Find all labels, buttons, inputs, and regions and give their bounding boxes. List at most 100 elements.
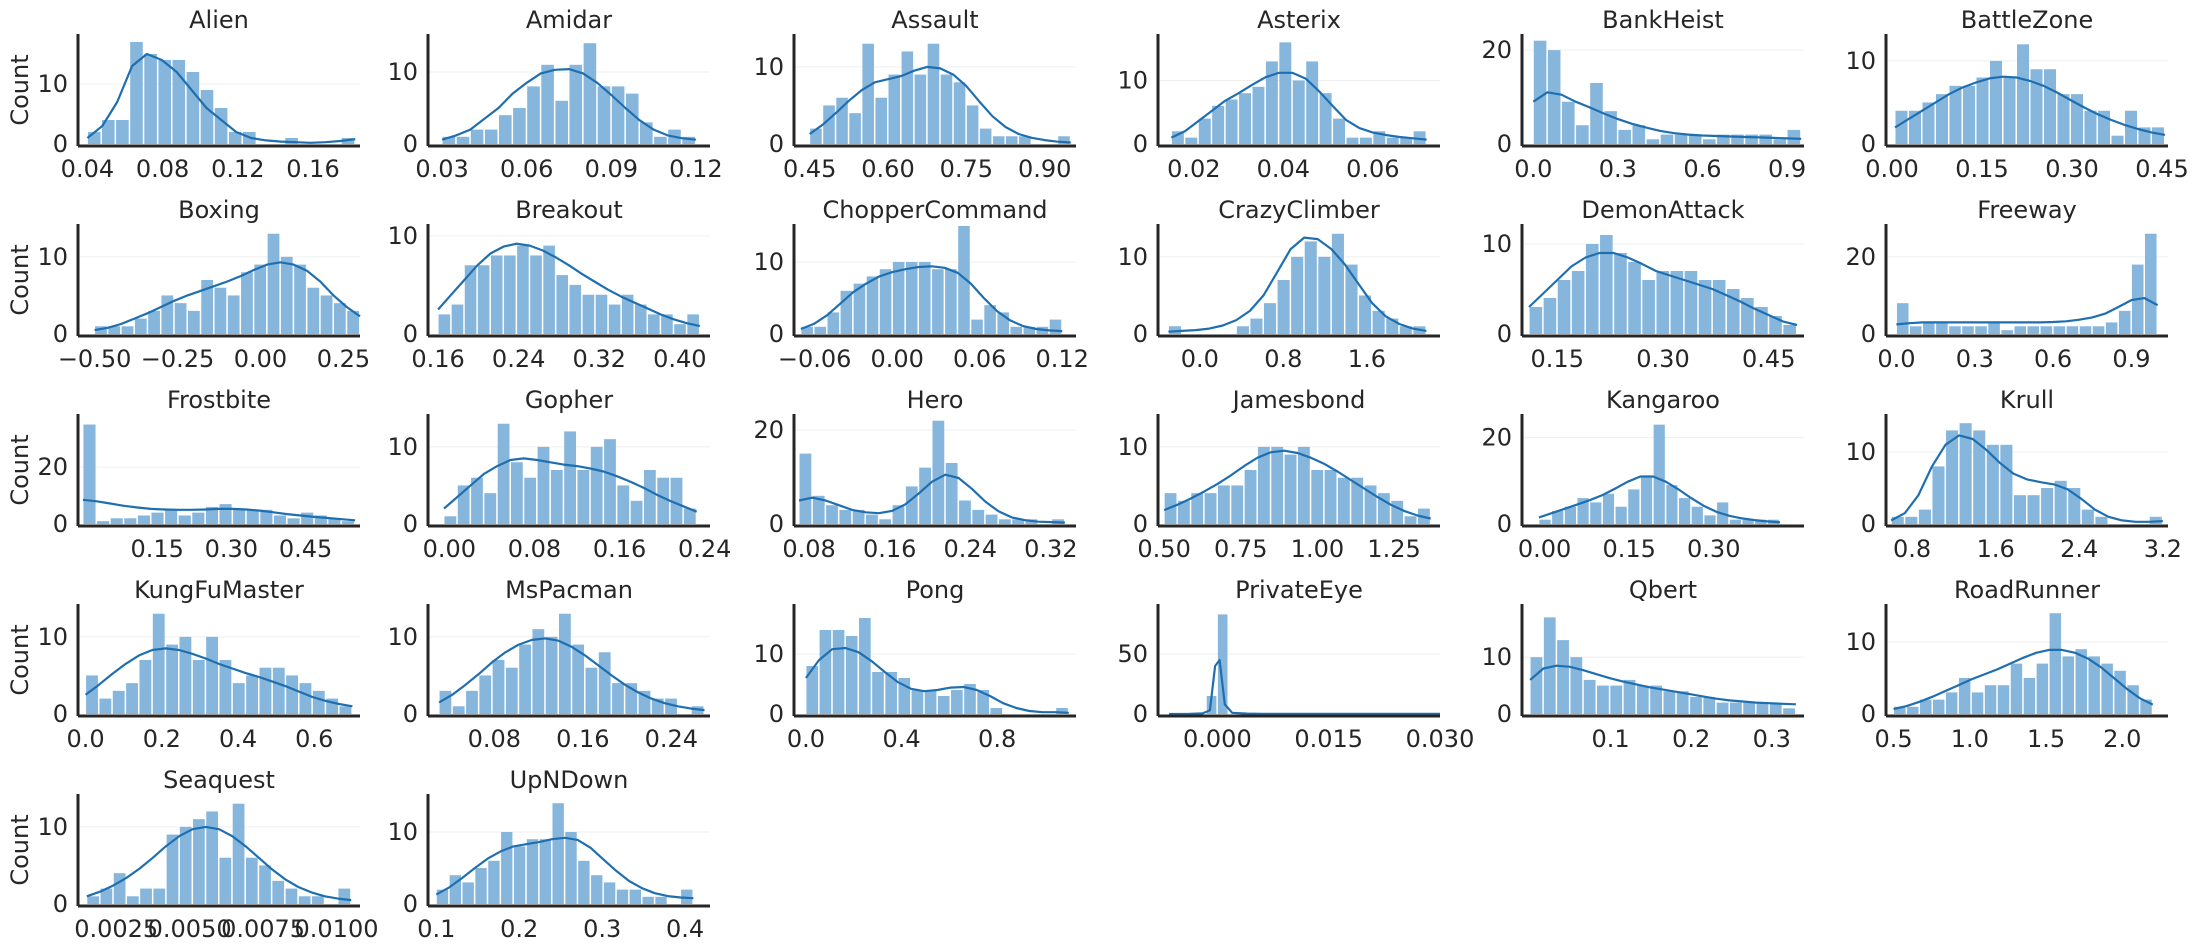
- histogram-bar: [1006, 136, 1018, 144]
- histogram-bar: [885, 672, 897, 714]
- histogram-bar: [444, 516, 457, 524]
- x-tick-label: 0.9: [2112, 345, 2150, 373]
- histogram-bar: [839, 509, 852, 524]
- histogram-bar: [849, 113, 861, 144]
- y-axis-label: Count: [6, 434, 34, 505]
- subplot-crazyclimber: CrazyClimber 0 10 0.0 0.8 1.6: [1117, 196, 1440, 373]
- histogram-bar: [179, 636, 192, 714]
- histogram-bar: [1759, 134, 1772, 144]
- histogram-bar: [97, 521, 110, 524]
- x-tick-label: 0.1: [1592, 725, 1630, 753]
- y-tick-label: 10: [753, 640, 784, 668]
- histogram-bar: [625, 93, 639, 144]
- histogram-bar: [859, 618, 871, 714]
- subplot-upndown: UpNDown 0 10 0.1 0.2 0.3 0.4: [387, 766, 710, 943]
- histogram-bar: [998, 519, 1011, 524]
- histogram-bar: [655, 896, 667, 904]
- x-tick-label: 0.24: [492, 345, 545, 373]
- histogram-bar: [254, 264, 267, 334]
- histogram-bar: [326, 698, 339, 714]
- histogram-bar: [312, 690, 325, 714]
- histogram-bar: [1533, 40, 1547, 145]
- histogram-bar: [1373, 131, 1386, 144]
- histogram-bar: [1787, 129, 1801, 144]
- histogram-bar: [280, 256, 293, 334]
- histogram-bar: [1946, 430, 1959, 524]
- histogram-bar: [979, 128, 992, 144]
- histogram-bar: [642, 896, 654, 904]
- subplot-breakout: Breakout 0 10 0.16 0.24 0.32 0.40: [387, 196, 710, 373]
- histogram-bar: [1561, 101, 1575, 144]
- x-tick-label: 0.16: [411, 345, 464, 373]
- histogram-bar: [670, 477, 683, 524]
- histogram-bar: [1318, 256, 1331, 334]
- histogram-bar: [1663, 691, 1676, 714]
- y-tick-label: 0: [1861, 130, 1876, 158]
- y-tick-label: 10: [387, 818, 418, 846]
- histogram-bar: [272, 880, 285, 904]
- histogram-bar: [1783, 708, 1795, 714]
- x-tick-label: 0.08: [782, 535, 835, 563]
- histogram-bar: [1333, 118, 1345, 144]
- x-tick-label: 0.00: [870, 345, 923, 373]
- histogram-bar: [879, 269, 892, 334]
- y-tick-label: 0: [769, 130, 784, 158]
- histogram-bar: [1745, 134, 1758, 144]
- x-tick-label: 0.030: [1406, 725, 1475, 753]
- histogram-bar: [683, 508, 696, 524]
- histogram-bar: [932, 420, 945, 524]
- histogram-bar: [2071, 94, 2083, 144]
- histogram-bar: [1660, 134, 1674, 144]
- y-tick-label: 20: [1481, 424, 1512, 452]
- histogram-bar: [556, 275, 568, 334]
- y-tick-label: 20: [1481, 36, 1512, 64]
- histogram-bar: [161, 295, 174, 334]
- histogram-bar: [339, 706, 352, 714]
- subplot-title: Qbert: [1629, 576, 1697, 604]
- histogram-bar: [298, 896, 311, 904]
- histogram-bar: [569, 284, 582, 334]
- histogram-bar: [984, 305, 996, 334]
- x-tick-label: 0.75: [1214, 535, 1267, 563]
- histogram-bar: [1691, 506, 1703, 524]
- histogram-bar: [1650, 685, 1662, 714]
- histogram-bar: [1958, 678, 1971, 714]
- histogram-bar: [241, 272, 253, 334]
- histogram-bar: [862, 43, 874, 144]
- x-tick-label: 0.06: [1346, 155, 1399, 183]
- histogram-bar: [1217, 485, 1230, 524]
- histogram-bar: [1198, 118, 1211, 144]
- histogram-bar: [1666, 485, 1678, 524]
- kde-curve: [805, 646, 1069, 714]
- histogram-bar: [1590, 502, 1602, 524]
- histogram-bar: [537, 446, 550, 524]
- histogram-bar: [634, 304, 647, 334]
- subplot-assault: Assault 0 10 0.45 0.60 0.75 0.90: [753, 6, 1076, 183]
- histogram-bar: [888, 74, 901, 144]
- histogram-bar: [1936, 322, 1948, 334]
- x-tick-label: 0.00: [423, 535, 476, 563]
- histogram-bar: [328, 518, 341, 524]
- histogram-bar: [603, 882, 616, 904]
- histogram-bar: [232, 803, 245, 904]
- x-tick-label: 0.06: [953, 345, 1006, 373]
- x-tick-label: 0.1: [417, 915, 455, 943]
- x-tick-label: 0.30: [1687, 535, 1740, 563]
- histogram-bar: [1304, 241, 1317, 334]
- histogram-bar: [285, 888, 298, 904]
- subplot-title: UpNDown: [510, 766, 629, 794]
- histogram-bar: [1602, 493, 1615, 524]
- x-tick-label: 0.15: [1602, 535, 1655, 563]
- histogram-bar: [1769, 702, 1782, 714]
- subplot-battlezone: BattleZone 0 10 0.00 0.15 0.30 0.45: [1845, 6, 2188, 183]
- histogram-bar: [2114, 670, 2126, 714]
- histogram-bar: [320, 295, 333, 334]
- y-tick-label: 10: [753, 53, 784, 81]
- kde-curve: [86, 52, 356, 144]
- x-tick-label: 0.45: [279, 535, 332, 563]
- histogram-bar: [179, 826, 192, 904]
- x-tick-label: 0.3: [1599, 155, 1637, 183]
- histogram-bar: [2049, 613, 2062, 714]
- histogram-bar: [1895, 110, 1908, 144]
